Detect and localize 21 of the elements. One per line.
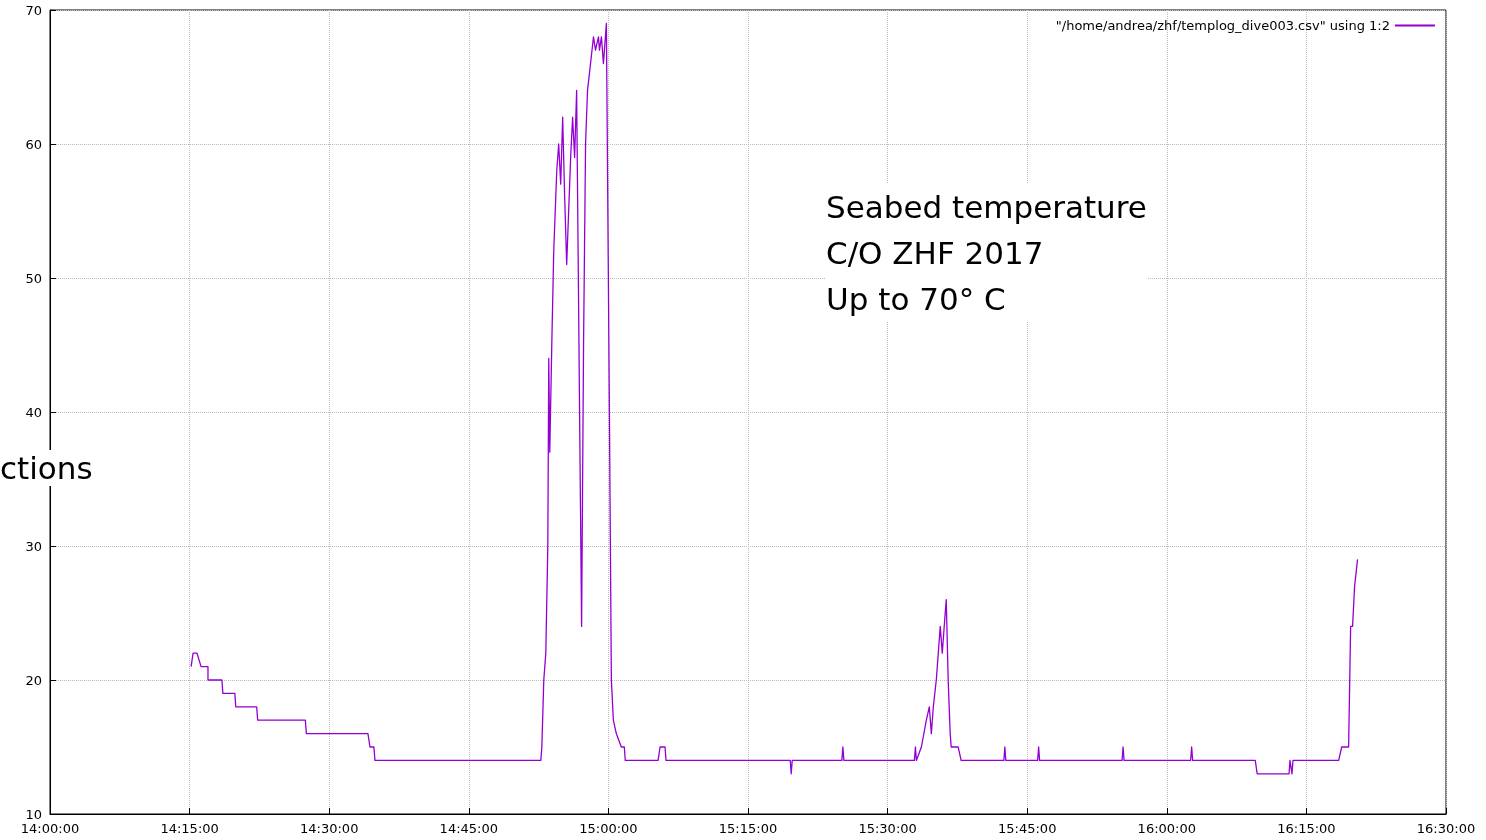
- annotation: Seabed temperature C/O ZHF 2017 Up to 70° C: [826, 189, 1147, 317]
- y-tick-label: 70: [25, 2, 42, 18]
- y-tick-label: 20: [25, 672, 42, 688]
- x-tick-label: 15:15:00: [718, 821, 778, 836]
- x-tick-label: 15:45:00: [998, 821, 1057, 836]
- annotation: ctions: [0, 450, 93, 486]
- y-tick-label: 10: [25, 806, 42, 822]
- x-tick-label: 14:30:00: [300, 821, 359, 836]
- x-tick-label: 16:30:00: [1416, 821, 1476, 836]
- x-tick-label: 15:00:00: [579, 821, 638, 836]
- x-tick-label: 14:00:00: [20, 821, 80, 836]
- x-tick-label: 16:00:00: [1137, 821, 1196, 836]
- y-tick-label: 30: [25, 538, 42, 554]
- x-tick-label: 14:15:00: [160, 821, 219, 836]
- x-tick-label: 15:30:00: [858, 821, 917, 836]
- legend-label: "/home/andrea/zhf/templog_dive003.csv" using 1:2: [1055, 18, 1390, 33]
- y-tick-label: 40: [25, 404, 42, 420]
- x-tick-label: 16:15:00: [1277, 821, 1336, 836]
- y-tick-label: 60: [25, 136, 42, 152]
- y-tick-label: 50: [25, 270, 42, 286]
- x-tick-label: 14:45:00: [439, 821, 498, 836]
